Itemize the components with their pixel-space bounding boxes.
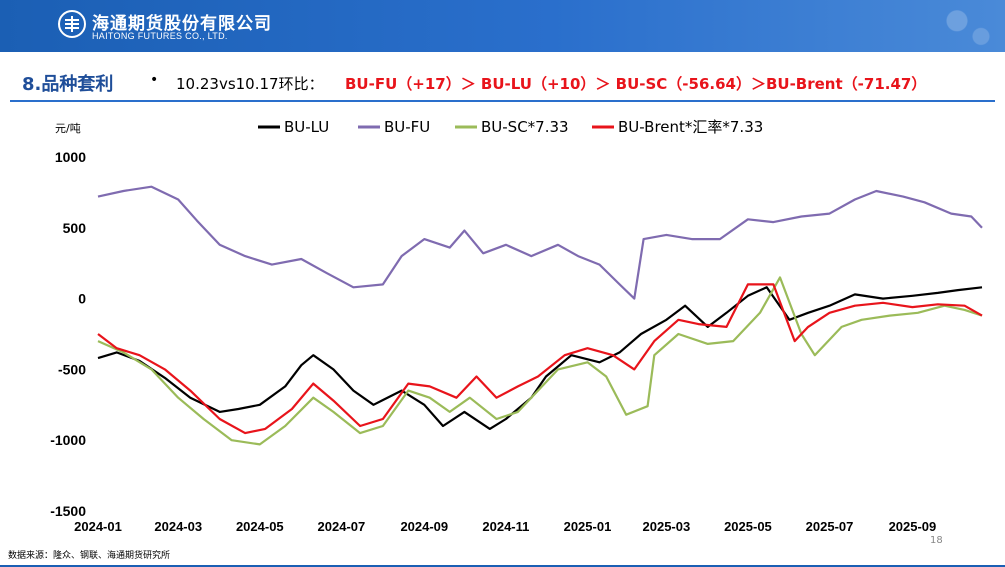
y-tick-label: 500 (63, 220, 87, 236)
company-name-en: HAITONG FUTURES CO., LTD. (92, 31, 228, 41)
legend-label-2: BU-SC*7.33 (481, 118, 569, 136)
x-tick-label: 2024-09 (400, 519, 448, 534)
summary-label: 10.23vs10.17环比： (176, 75, 324, 93)
header-banner: 海通期货股份有限公司 HAITONG FUTURES CO., LTD. (0, 0, 1005, 52)
section-title: 8.品种套利 (22, 74, 114, 95)
x-tick-label: 2025-07 (806, 519, 854, 534)
x-tick-label: 2024-05 (236, 519, 284, 534)
series-line-3 (97, 283, 983, 435)
header-decoration (845, 0, 1005, 52)
x-tick-label: 2024-01 (74, 519, 122, 534)
y-tick-label: 1000 (55, 149, 86, 165)
page-number: 18 (930, 535, 943, 546)
summary-highlight: BU-FU（+17）＞ BU-LU（+10）＞ BU-SC（-56.64）＞BU… (345, 75, 927, 93)
y-tick-label: -500 (58, 361, 86, 377)
title-divider (10, 100, 995, 102)
x-tick-label: 2024-07 (318, 519, 366, 534)
x-tick-label: 2025-09 (889, 519, 937, 534)
x-tick-label: 2024-03 (154, 519, 202, 534)
series-line-0 (97, 286, 983, 430)
x-tick-label: 2025-01 (564, 519, 612, 534)
legend-label-1: BU-FU (384, 118, 430, 136)
company-name-cn: 海通期货股份有限公司 (92, 14, 272, 34)
bullet-icon: • (150, 72, 159, 88)
bottom-border (0, 565, 1005, 567)
series-line-1 (97, 185, 983, 300)
x-tick-label: 2024-11 (482, 519, 529, 534)
data-source-note: 数据来源：隆众、钢联、海通期货研究所 (8, 551, 171, 561)
y-tick-label: 0 (78, 291, 86, 307)
y-axis-unit-label: 元/吨 (55, 122, 81, 135)
x-tick-label: 2025-03 (643, 519, 691, 534)
x-tick-label: 2025-05 (724, 519, 772, 534)
y-tick-label: -1000 (50, 432, 86, 448)
legend-label-0: BU-LU (284, 118, 329, 136)
company-logo-icon (58, 10, 86, 38)
y-tick-label: -1500 (50, 503, 86, 519)
series-line-2 (97, 276, 983, 446)
legend-label-3: BU-Brent*汇率*7.33 (618, 118, 763, 136)
